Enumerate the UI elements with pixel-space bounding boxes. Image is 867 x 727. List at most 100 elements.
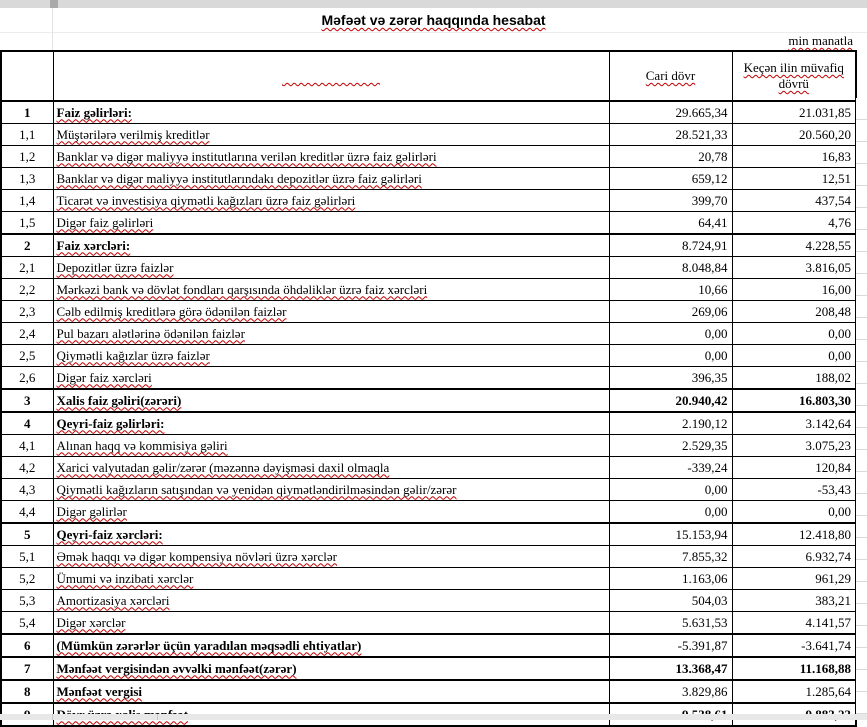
cell-row-number[interactable]: 2,3 bbox=[0, 300, 54, 323]
cell-previous-period[interactable]: 0,00 bbox=[731, 344, 857, 367]
cell-current-period[interactable]: -5.391,87 bbox=[608, 633, 733, 658]
cell-label[interactable]: Mənfəət vergisindən əvvəlki mənfəət(zərə… bbox=[52, 656, 610, 681]
unit-note[interactable]: min manatla bbox=[788, 33, 853, 48]
cell-row-number[interactable]: 4,1 bbox=[0, 434, 54, 457]
cell-current-period[interactable]: 2.529,35 bbox=[608, 434, 733, 457]
cell-previous-period[interactable]: 3.142,64 bbox=[731, 411, 857, 435]
cell-row-number[interactable]: 1,3 bbox=[0, 167, 54, 190]
cell-row-number[interactable]: 1 bbox=[0, 100, 54, 124]
cell-previous-period[interactable]: -3.641,74 bbox=[731, 633, 857, 658]
cell-label[interactable]: Digər faiz gəlirləri bbox=[52, 211, 610, 235]
cell-label[interactable]: Digər xərclər bbox=[52, 611, 610, 635]
cell-current-period[interactable]: 8.724,91 bbox=[608, 233, 733, 257]
cell-previous-period[interactable]: 437,54 bbox=[731, 189, 857, 212]
cell-label[interactable]: Depozitlər üzrə faizlər bbox=[52, 256, 610, 279]
cell-previous-period[interactable]: 16.803,30 bbox=[731, 388, 857, 413]
cell-row-number[interactable]: 5 bbox=[0, 522, 54, 546]
cell-previous-period[interactable]: 383,21 bbox=[731, 589, 857, 612]
cell-label[interactable]: Xarici valyutadan gəlir/zərər (məzənnə d… bbox=[52, 456, 610, 479]
report-title[interactable]: Məfəət və zərər haqqında hesabat bbox=[321, 12, 546, 28]
cell-previous-period[interactable]: 208,48 bbox=[731, 300, 857, 323]
header-cell-previous[interactable]: Keçən ilin müvafiq dövrü bbox=[731, 50, 857, 102]
cell-label[interactable]: Digər faiz xərcləri bbox=[52, 366, 610, 390]
cell-previous-period[interactable]: 3.816,05 bbox=[731, 256, 857, 279]
cell-previous-period[interactable]: 12.418,80 bbox=[731, 522, 857, 546]
cell-previous-period[interactable]: 1.285,64 bbox=[731, 679, 857, 704]
cell-row-number[interactable]: 6 bbox=[0, 633, 54, 658]
cell-label[interactable]: Qiymətli kağızlar üzrə faizlər bbox=[52, 344, 610, 367]
cell-current-period[interactable]: 2.190,12 bbox=[608, 411, 733, 435]
cell-current-period[interactable]: 3.829,86 bbox=[608, 679, 733, 704]
cell-row-number[interactable]: 7 bbox=[0, 656, 54, 681]
cell-label[interactable]: Xalis faiz gəliri(zərəri) bbox=[52, 388, 610, 413]
cell-previous-period[interactable]: 4.141,57 bbox=[731, 611, 857, 635]
header-cell-description[interactable]: xxxxxxxxxxxxxx bbox=[52, 50, 610, 102]
cell-label[interactable]: Pul bazarı alətlərinə ödənilən faizlər bbox=[52, 322, 610, 345]
cell-label[interactable]: Digər gəlirlər bbox=[52, 500, 610, 524]
cell-row-number[interactable]: 8 bbox=[0, 679, 54, 704]
cell-current-period[interactable]: 399,70 bbox=[608, 189, 733, 212]
cell-current-period[interactable]: 396,35 bbox=[608, 366, 733, 390]
cell-current-period[interactable]: 1.163,06 bbox=[608, 567, 733, 590]
cell-label[interactable]: Qiymətli kağızların satışından və yenidə… bbox=[52, 478, 610, 501]
cell-current-period[interactable]: 504,03 bbox=[608, 589, 733, 612]
cell-previous-period[interactable]: 120,84 bbox=[731, 456, 857, 479]
cell-current-period[interactable]: 64,41 bbox=[608, 211, 733, 235]
cell-previous-period[interactable]: 20.560,20 bbox=[731, 123, 857, 146]
cell-label[interactable]: Cəlb edilmiş kreditlərə görə ödənilən fa… bbox=[52, 300, 610, 323]
cell-current-period[interactable]: 0,00 bbox=[608, 322, 733, 345]
cell-previous-period[interactable]: 21.031,85 bbox=[731, 100, 857, 124]
cell-current-period[interactable]: 659,12 bbox=[608, 167, 733, 190]
cell-row-number[interactable]: 1,1 bbox=[0, 123, 54, 146]
cell-row-number[interactable]: 2,5 bbox=[0, 344, 54, 367]
cell-label[interactable]: Ticarət və investisiya qiymətli kağızlar… bbox=[52, 189, 610, 212]
cell-label[interactable]: Amortizasiya xərcləri bbox=[52, 589, 610, 612]
cell-current-period[interactable]: 0,00 bbox=[608, 344, 733, 367]
cell-label[interactable]: Faiz xərcləri: bbox=[52, 233, 610, 257]
cell-current-period[interactable]: 20,78 bbox=[608, 145, 733, 168]
cell-label[interactable]: Əmək haqqı və digər kompensiya növləri ü… bbox=[52, 545, 610, 568]
cell-label[interactable]: Banklar və digər maliyyə institutlarına … bbox=[52, 145, 610, 168]
cell-previous-period[interactable]: 16,00 bbox=[731, 278, 857, 301]
cell-previous-period[interactable]: 16,83 bbox=[731, 145, 857, 168]
cell-previous-period[interactable]: 11.168,88 bbox=[731, 656, 857, 681]
cell-current-period[interactable]: -339,24 bbox=[608, 456, 733, 479]
cell-previous-period[interactable]: 4,76 bbox=[731, 211, 857, 235]
cell-previous-period[interactable]: 0,00 bbox=[731, 500, 857, 524]
cell-previous-period[interactable]: 6.932,74 bbox=[731, 545, 857, 568]
cell-previous-period[interactable]: 12,51 bbox=[731, 167, 857, 190]
cell-row-number[interactable]: 4,4 bbox=[0, 500, 54, 524]
cell-row-number[interactable]: 2,1 bbox=[0, 256, 54, 279]
cell-label[interactable]: Qeyri-faiz gəlirləri: bbox=[52, 411, 610, 435]
cell-current-period[interactable]: 28.521,33 bbox=[608, 123, 733, 146]
cell-current-period[interactable]: 10,66 bbox=[608, 278, 733, 301]
cell-previous-period[interactable]: 4.228,55 bbox=[731, 233, 857, 257]
cell-row-number[interactable]: 4,3 bbox=[0, 478, 54, 501]
cell-previous-period[interactable]: 3.075,23 bbox=[731, 434, 857, 457]
cell-current-period[interactable]: 29.665,34 bbox=[608, 100, 733, 124]
cell-label[interactable]: Ümumi və inzibati xərclər bbox=[52, 567, 610, 590]
cell-current-period[interactable]: 0,00 bbox=[608, 478, 733, 501]
cell-current-period[interactable]: 15.153,94 bbox=[608, 522, 733, 546]
cell-row-number[interactable]: 4 bbox=[0, 411, 54, 435]
cell-row-number[interactable]: 5,1 bbox=[0, 545, 54, 568]
cell-label[interactable]: (Mümkün zərərlər üçün yaradılan məqsədli… bbox=[52, 633, 610, 658]
cell-label[interactable]: Müştərilərə verilmiş kreditlər bbox=[52, 123, 610, 146]
cell-label[interactable]: Qeyri-faiz xərcləri: bbox=[52, 522, 610, 546]
cell-row-number[interactable]: 2,2 bbox=[0, 278, 54, 301]
cell-label[interactable]: Mənfəət vergisi bbox=[52, 679, 610, 704]
cell-row-number[interactable]: 1,2 bbox=[0, 145, 54, 168]
cell-current-period[interactable]: 7.855,32 bbox=[608, 545, 733, 568]
cell-previous-period[interactable]: -53,43 bbox=[731, 478, 857, 501]
cell-row-number[interactable]: 3 bbox=[0, 388, 54, 413]
cell-current-period[interactable]: 269,06 bbox=[608, 300, 733, 323]
cell-current-period[interactable]: 13.368,47 bbox=[608, 656, 733, 681]
cell-row-number[interactable]: 2,6 bbox=[0, 366, 54, 390]
cell-row-number[interactable]: 4,2 bbox=[0, 456, 54, 479]
cell-label[interactable]: Banklar və digər maliyyə institutlarında… bbox=[52, 167, 610, 190]
cell-current-period[interactable]: 0,00 bbox=[608, 500, 733, 524]
cell-current-period[interactable]: 20.940,42 bbox=[608, 388, 733, 413]
cell-previous-period[interactable]: 188,02 bbox=[731, 366, 857, 390]
header-cell-current[interactable]: Cari dövr bbox=[608, 50, 733, 102]
cell-label[interactable]: Alınan haqq və kommisiya gəliri bbox=[52, 434, 610, 457]
